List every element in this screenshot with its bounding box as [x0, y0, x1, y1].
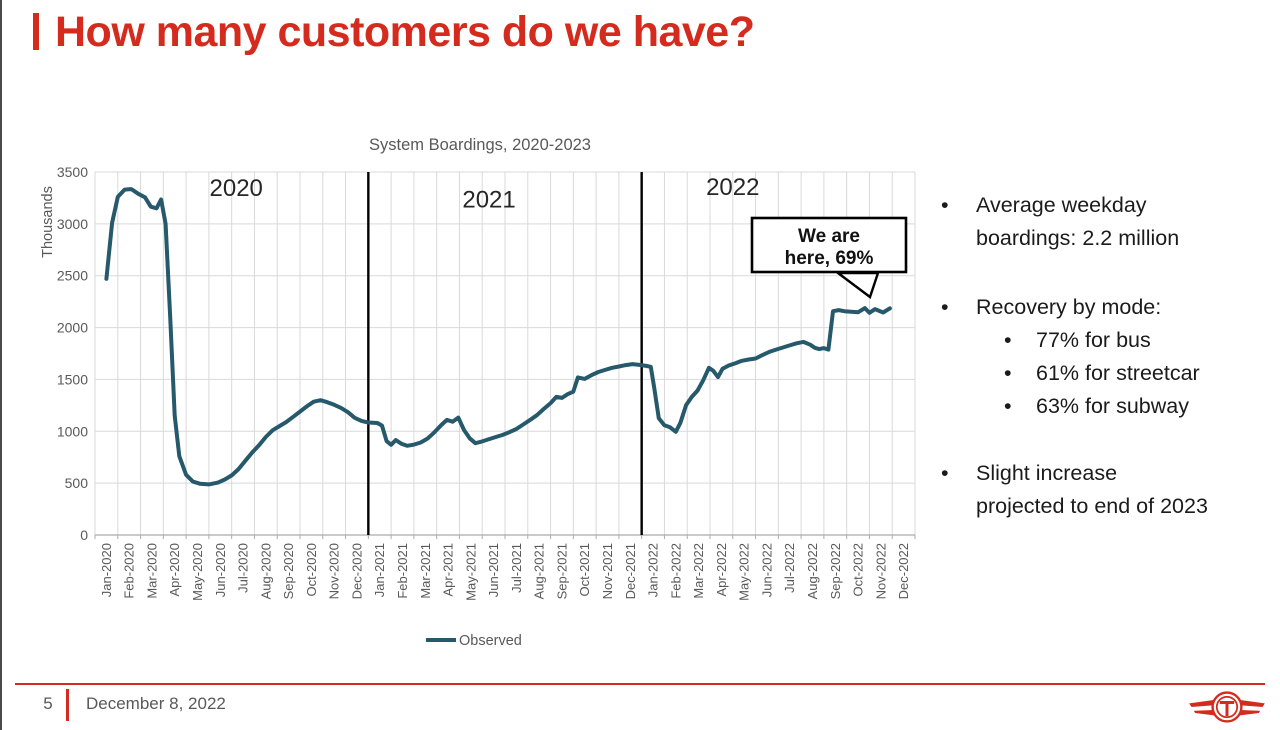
legend-label: Observed: [459, 633, 522, 649]
x-tick-label: Jan-2022: [646, 543, 661, 597]
note-recovery-by-mode: • Recovery by mode:: [938, 291, 1248, 324]
we-are-here-callout: [750, 216, 908, 274]
ttc-logo: [1189, 691, 1265, 723]
x-tick-label: Jun-2021: [486, 543, 501, 597]
boardings-chart-svg: 0 500 1000 1500 2000 2500 3000 3500 2020 2021 2022…: [40, 164, 916, 649]
note-line: boardings: 2.2 million: [976, 226, 1180, 250]
x-tick-label: May-2021: [463, 543, 478, 601]
callout-tail: [834, 271, 880, 299]
x-tick-label: Apr-2021: [441, 543, 456, 596]
y-tick-label: 0: [80, 527, 88, 543]
x-tick-label: Jan-2021: [372, 543, 387, 597]
bullet-icon: •: [1004, 361, 1012, 385]
x-tick-label: Feb-2020: [122, 543, 137, 599]
x-tick-label: Apr-2022: [714, 543, 729, 596]
y-tick-label: 3500: [57, 164, 88, 180]
bullet-icon: •: [941, 461, 949, 485]
note-average-boardings: • Average weekday boardings: 2.2 million: [938, 189, 1248, 255]
bullet-icon: •: [1004, 394, 1012, 418]
page-number: 5: [43, 694, 53, 713]
note-line: 61% for streetcar: [1036, 361, 1200, 385]
note-line: 63% for subway: [1036, 394, 1189, 418]
footer-accent-bar: [66, 689, 69, 721]
x-tick-label: Oct-2020: [304, 543, 319, 596]
x-tick-label: Dec-2020: [349, 543, 364, 599]
note-line: Slight increase: [976, 461, 1118, 485]
x-tick-label: Jul-2020: [236, 543, 251, 593]
x-tick-label: Sep-2020: [281, 543, 296, 599]
y-tick-label: 2500: [57, 268, 88, 284]
x-tick-label: Dec-2022: [896, 543, 911, 599]
boardings-chart: System Boardings, 2020-2023 0 500 1000 1500…: [40, 130, 920, 664]
footer-date: December 8, 2022: [86, 694, 226, 713]
bullet-icon: •: [941, 295, 949, 319]
x-tick-label: Mar-2020: [144, 543, 159, 599]
x-tick-label: Mar-2021: [418, 543, 433, 599]
x-tick-label: Nov-2020: [327, 543, 342, 599]
title-accent-bar: [33, 13, 39, 50]
year-label: 2022: [706, 174, 759, 201]
bullet-icon: •: [941, 193, 949, 217]
y-tick-label: 2000: [57, 320, 88, 336]
note-line: Average weekday: [976, 193, 1147, 217]
x-tick-label: Oct-2021: [577, 543, 592, 596]
observed-line: [104, 187, 892, 487]
slide-edge-line: [0, 0, 2, 730]
x-tick-label: Feb-2021: [395, 543, 410, 599]
callout-text: We are: [798, 226, 860, 247]
y-tick-label: 500: [65, 475, 89, 491]
x-tick-label: May-2020: [190, 543, 205, 601]
x-tick-label: Jun-2020: [213, 543, 228, 597]
note-streetcar-recovery: • 61% for streetcar: [938, 357, 1248, 390]
y-tick-label: 1000: [57, 423, 88, 439]
page-title: How many customers do we have?: [55, 8, 755, 56]
note-line: Recovery by mode:: [976, 295, 1162, 319]
x-tick-label: Feb-2022: [668, 543, 683, 599]
y-tick-label: 3000: [57, 216, 88, 232]
x-tick-label: May-2022: [737, 543, 752, 601]
x-tick-label: Aug-2022: [805, 543, 820, 599]
x-tick-label: Jul-2021: [509, 543, 524, 593]
x-tick-label: Jul-2022: [782, 543, 797, 593]
callout-text: here, 69%: [785, 248, 874, 269]
note-bus-recovery: • 77% for bus: [938, 324, 1248, 357]
x-tick-label: Sep-2021: [554, 543, 569, 599]
x-tick-label: Jan-2020: [99, 543, 114, 597]
year-label: 2021: [462, 186, 515, 213]
x-tick-label: Nov-2022: [873, 543, 888, 599]
x-tick-label: Apr-2020: [167, 543, 182, 596]
note-subway-recovery: • 63% for subway: [938, 390, 1248, 423]
footer-divider-line: [15, 683, 1265, 685]
chart-title: System Boardings, 2020-2023: [369, 136, 591, 154]
x-tick-label: Mar-2022: [691, 543, 706, 599]
year-label: 2020: [210, 175, 263, 202]
x-tick-label: Aug-2021: [532, 543, 547, 599]
x-tick-label: Oct-2022: [851, 543, 866, 596]
y-tick-label: 1500: [57, 371, 88, 387]
x-tick-label: Dec-2021: [623, 543, 638, 599]
x-tick-label: Nov-2021: [600, 543, 615, 599]
x-tick-label: Aug-2020: [258, 543, 273, 599]
note-line: 77% for bus: [1036, 328, 1151, 352]
key-points-panel: • Average weekday boardings: 2.2 million…: [938, 189, 1248, 523]
x-tick-label: Sep-2022: [828, 543, 843, 599]
bullet-icon: •: [1004, 328, 1012, 352]
x-tick-label: Jun-2022: [759, 543, 774, 597]
note-projection: • Slight increase projected to end of 20…: [938, 457, 1248, 523]
note-line: projected to end of 2023: [976, 494, 1208, 518]
y-axis-title: Thousands: [40, 186, 56, 258]
